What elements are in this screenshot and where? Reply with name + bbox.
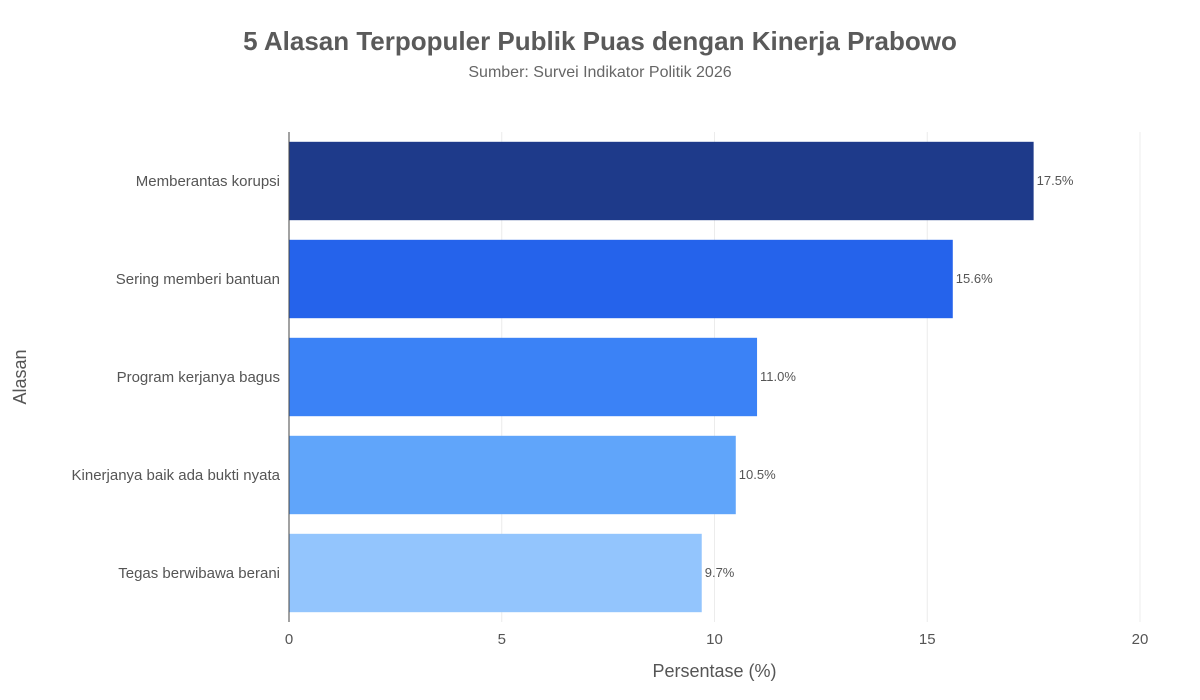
bar: [289, 435, 736, 515]
bar: [289, 239, 953, 319]
x-tick-label: 15: [919, 631, 936, 648]
y-axis-title: Alasan: [10, 349, 30, 404]
data-label: 10.5%: [739, 467, 776, 482]
data-label: 9.7%: [705, 565, 735, 580]
data-label: 17.5%: [1037, 173, 1074, 188]
data-labels: 17.5% 15.6% 11.0% 10.5% 9.7%: [705, 173, 1074, 580]
bars: [289, 141, 1034, 613]
bar: [289, 533, 702, 613]
bar: [289, 141, 1034, 221]
x-tick-label: 0: [285, 631, 293, 648]
y-tick-label: Tegas berwibawa berani: [118, 565, 280, 582]
bar: [289, 337, 758, 417]
y-tick-label: Kinerjanya baik ada bukti nyata: [72, 467, 281, 484]
chart-subtitle: Sumber: Survei Indikator Politik 2026: [468, 64, 732, 81]
x-axis-title: Persentase (%): [652, 661, 776, 681]
y-tick-label: Memberantas korupsi: [136, 173, 280, 190]
y-tick-label: Program kerjanya bagus: [117, 369, 280, 386]
y-tick-labels: Memberantas korupsi Sering memberi bantua…: [72, 173, 281, 582]
chart-title: 5 Alasan Terpopuler Publik Puas dengan K…: [243, 26, 957, 56]
data-label: 15.6%: [956, 271, 993, 286]
x-tick-labels: 0 5 10 15 20: [285, 631, 1149, 648]
x-tick-label: 10: [706, 631, 723, 648]
x-tick-label: 20: [1132, 631, 1149, 648]
x-tick-label: 5: [498, 631, 506, 648]
data-label: 11.0%: [760, 369, 796, 384]
y-tick-label: Sering memberi bantuan: [116, 271, 280, 288]
